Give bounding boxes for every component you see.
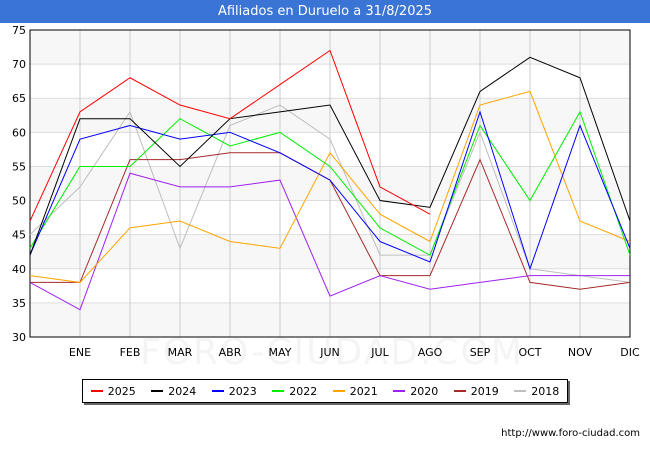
y-tick-label: 35 [12,297,26,310]
legend-swatch [151,390,164,392]
legend: 2025 2024 2023 2022 2021 2020 2019 2018 [82,379,568,403]
y-tick-label: 70 [12,58,26,71]
legend-label: 2019 [470,384,499,398]
legend-label: 2023 [228,384,257,398]
legend-item-2018: 2018 [514,385,559,398]
series-line-2024 [29,56,631,256]
legend-item-2024: 2024 [151,385,196,398]
legend-label: 2021 [349,384,378,398]
y-tick-label: 55 [12,160,26,173]
legend-item-2022: 2022 [272,385,317,398]
x-tick-label: ENE [69,346,91,359]
chart-title: Afiliados en Duruelo a 31/8/2025 [0,0,650,23]
legend-swatch [90,390,103,392]
legend-swatch [272,390,285,392]
legend-item-2023: 2023 [211,384,257,398]
x-tick-label: FEB [120,346,141,359]
series-line-2020 [29,172,630,311]
watermark: FORO-CIUDAD.COM [140,332,524,373]
x-tick-label: OCT [518,346,541,359]
legend-label: 2022 [289,384,318,398]
legend-item-2021: 2021 [332,384,378,398]
plot-border [29,29,631,338]
legend-swatch [211,390,224,392]
x-tick-label: ABR [219,346,242,359]
x-tick-label: NOV [568,346,593,359]
x-tick-label: JUL [370,346,389,359]
legend-item-2019: 2019 [453,384,499,398]
legend-swatch [453,390,466,392]
series-line-2025 [29,49,431,222]
series-line-2023 [29,110,631,271]
y-tick-label: 60 [12,126,26,139]
series-line-2022 [29,110,631,256]
y-tick-label: 65 [12,92,26,105]
x-tick-label: SEP [470,346,491,359]
x-tick-label: MAR [168,346,193,359]
y-tick-label: 40 [12,263,26,276]
x-tick-label: DIC [620,346,640,359]
source-url: http://www.foro-ciudad.com [501,428,640,439]
y-tick-label: 30 [12,331,26,344]
x-tick-label: MAY [269,346,292,359]
series-line-2021 [29,90,631,283]
legend-item-2025: 2025 [90,384,136,398]
x-tick-label: JUN [319,346,340,359]
y-tick-label: 75 [12,24,26,37]
legend-swatch [393,390,406,392]
legend-swatch [332,390,345,392]
legend-label: 2018 [531,384,560,398]
legend-label: 2020 [410,384,439,398]
legend-label: 2024 [168,384,197,398]
legend-swatch [514,390,527,392]
x-tick-label: AGO [418,346,443,359]
legend-item-2020: 2020 [393,385,438,398]
y-tick-label: 45 [12,229,26,242]
legend-label: 2025 [107,384,136,398]
y-tick-label: 50 [12,195,26,208]
